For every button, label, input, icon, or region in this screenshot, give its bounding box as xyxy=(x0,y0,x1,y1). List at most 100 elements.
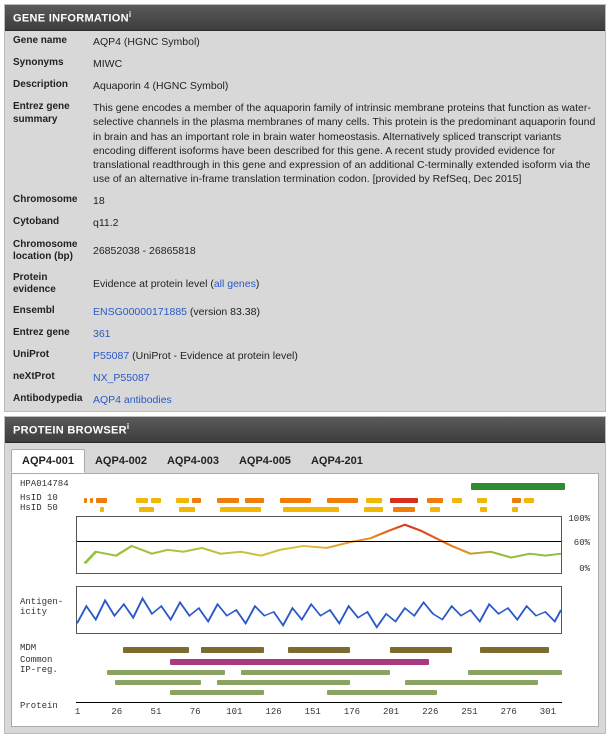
entrez-gene-link[interactable]: 361 xyxy=(93,328,111,340)
x-tick: 51 xyxy=(151,707,162,717)
label-100pct: 100% xyxy=(568,514,590,524)
feature-bar xyxy=(364,507,383,512)
feature-bar xyxy=(452,498,461,503)
label-0pct: 0% xyxy=(579,564,590,574)
row-protein-evidence: Protein evidence Evidence at protein lev… xyxy=(5,268,605,301)
feature-bar xyxy=(283,507,339,512)
feature-bar xyxy=(176,498,189,503)
row-gene-name: Gene nameAQP4 (HGNC Symbol) xyxy=(5,31,605,53)
feature-bar xyxy=(90,498,93,503)
feature-bar xyxy=(468,670,562,675)
info-sup-icon[interactable]: i xyxy=(129,10,132,19)
uniprot-link[interactable]: P55087 xyxy=(93,350,129,362)
x-tick: 226 xyxy=(422,707,438,717)
ipreg-track xyxy=(76,666,562,696)
feature-bar xyxy=(390,498,418,503)
common-track xyxy=(76,656,562,666)
gene-info-title: GENE INFORMATION xyxy=(13,13,129,25)
identity-plot xyxy=(76,516,562,574)
gene-info-header: GENE INFORMATIONi xyxy=(5,5,605,31)
feature-bar xyxy=(405,680,538,685)
feature-bar xyxy=(280,498,311,503)
feature-bar xyxy=(477,498,486,503)
x-tick: 26 xyxy=(111,707,122,717)
feature-bar xyxy=(390,647,453,653)
feature-bar xyxy=(84,498,87,503)
x-tick: 176 xyxy=(344,707,360,717)
feature-bar xyxy=(241,670,390,675)
feature-bar xyxy=(115,680,201,685)
row-entrez-gene: Entrez gene 361 xyxy=(5,323,605,345)
label-60pct: 60% xyxy=(574,538,590,548)
all-genes-link[interactable]: all genes xyxy=(214,278,256,290)
feature-bar xyxy=(201,647,264,653)
tab-aqp4-003[interactable]: AQP4-003 xyxy=(157,450,229,472)
feature-bar xyxy=(170,659,429,665)
x-tick: 101 xyxy=(226,707,242,717)
feature-bar xyxy=(393,507,415,512)
protein-browser-title: PROTEIN BROWSER xyxy=(13,425,127,437)
feature-bar xyxy=(100,507,105,512)
x-tick: 1 xyxy=(75,707,80,717)
protein-x-axis: 1265176101126151176201226251276301 xyxy=(76,702,562,718)
x-tick: 126 xyxy=(265,707,281,717)
tab-aqp4-201[interactable]: AQP4-201 xyxy=(301,450,373,472)
feature-bar xyxy=(366,498,382,503)
feature-bar xyxy=(96,498,107,503)
feature-bar xyxy=(136,498,149,503)
antibodypedia-link[interactable]: AQP4 antibodies xyxy=(93,394,172,406)
row-antibodypedia: Antibodypedia AQP4 antibodies xyxy=(5,389,605,411)
nextprot-link[interactable]: NX_P55087 xyxy=(93,372,150,384)
feature-bar xyxy=(512,498,521,503)
hsid50-track xyxy=(76,503,562,512)
label-mdm: MDM xyxy=(20,644,36,654)
feature-bar xyxy=(107,670,225,675)
x-tick: 276 xyxy=(501,707,517,717)
hpa-track xyxy=(76,480,562,492)
gene-information-panel: GENE INFORMATIONi Gene nameAQP4 (HGNC Sy… xyxy=(4,4,606,412)
x-tick: 251 xyxy=(461,707,477,717)
feature-bar xyxy=(217,680,350,685)
feature-bar xyxy=(480,647,549,653)
label-common-ipreg: Common IP-reg. xyxy=(20,656,58,676)
feature-bar xyxy=(192,498,201,503)
feature-bar xyxy=(427,498,443,503)
feature-bar xyxy=(327,498,358,503)
feature-bar xyxy=(480,507,486,512)
feature-bar xyxy=(123,647,189,653)
protein-browser-header: PROTEIN BROWSERi xyxy=(5,417,605,443)
row-nextprot: neXtProt NX_P55087 xyxy=(5,367,605,389)
feature-bar xyxy=(245,498,264,503)
ensembl-link[interactable]: ENSG00000171885 xyxy=(93,306,187,318)
tab-aqp4-002[interactable]: AQP4-002 xyxy=(85,450,157,472)
x-tick: 151 xyxy=(305,707,321,717)
x-tick: 201 xyxy=(383,707,399,717)
row-cytoband: Cytobandq11.2 xyxy=(5,212,605,234)
row-chromosome: Chromosome18 xyxy=(5,190,605,212)
feature-bar xyxy=(139,507,155,512)
label-antigenicity: Antigen- icity xyxy=(20,598,63,618)
feature-bar xyxy=(220,507,261,512)
label-hpa: HPA014784 xyxy=(20,480,69,490)
protein-chart: HPA014784 HsID 10 HsID 50 100% 60% 0% xyxy=(20,480,590,718)
feature-bar xyxy=(170,690,264,695)
row-chrom-loc: Chromosome location (bp)26852038 - 26865… xyxy=(5,235,605,268)
feature-bar xyxy=(179,507,195,512)
feature-bar xyxy=(430,507,439,512)
isoform-tabs: AQP4-001AQP4-002AQP4-003AQP4-005AQP4-201 xyxy=(5,443,605,473)
gene-info-table: Gene nameAQP4 (HGNC Symbol) SynonymsMIWC… xyxy=(5,31,605,412)
x-tick: 76 xyxy=(190,707,201,717)
tab-aqp4-005[interactable]: AQP4-005 xyxy=(229,450,301,472)
row-ensembl: Ensembl ENSG00000171885 (version 83.38) xyxy=(5,301,605,323)
info-sup-icon[interactable]: i xyxy=(127,422,130,431)
feature-bar xyxy=(327,690,437,695)
row-synonyms: SynonymsMIWC xyxy=(5,53,605,75)
feature-bar xyxy=(288,647,351,653)
x-tick: 301 xyxy=(540,707,556,717)
row-description: DescriptionAquaporin 4 (HGNC Symbol) xyxy=(5,75,605,97)
label-hsid: HsID 10 HsID 50 xyxy=(20,494,58,514)
tab-aqp4-001[interactable]: AQP4-001 xyxy=(11,449,85,473)
label-protein: Protein xyxy=(20,702,58,712)
mdm-track xyxy=(76,644,562,656)
row-entrez-summary: Entrez gene summaryThis gene encodes a m… xyxy=(5,97,605,190)
